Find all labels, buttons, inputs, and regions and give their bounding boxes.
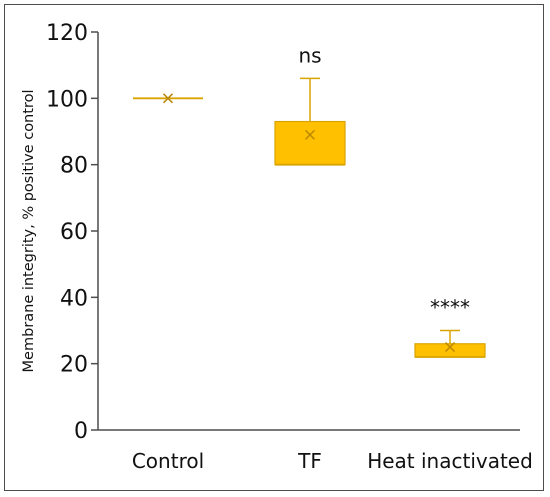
box-body	[414, 343, 486, 358]
mean-marker	[304, 129, 316, 140]
chart-frame	[4, 4, 544, 491]
significance-annotation: ns	[298, 43, 321, 67]
y-tick-label: 40	[60, 286, 88, 311]
significance-annotation: ****	[430, 296, 470, 320]
y-tick-label: 100	[46, 87, 88, 112]
x-category-label: TF	[297, 449, 322, 473]
box-tf	[274, 77, 346, 166]
y-tick-label: 0	[74, 419, 88, 444]
x-category-label: Heat inactivated	[367, 449, 533, 473]
mean-marker	[444, 342, 456, 353]
x-category-label: Control	[132, 449, 204, 473]
y-tick-label: 80	[60, 154, 88, 179]
box-body	[274, 120, 346, 166]
y-tick-label: 20	[60, 353, 88, 378]
box-heat-inactivated	[414, 329, 486, 358]
y-axis-label: Membrane integrity, % positive control	[21, 90, 37, 373]
y-tick-label: 60	[60, 220, 88, 245]
axes	[91, 31, 520, 431]
boxes	[133, 77, 486, 358]
y-tick-label: 120	[46, 21, 88, 46]
box-control	[133, 93, 203, 104]
labels: 0 20 40 60 80 100 120 Membrane integrity, % pos…	[21, 21, 533, 473]
mean-marker	[162, 93, 174, 104]
